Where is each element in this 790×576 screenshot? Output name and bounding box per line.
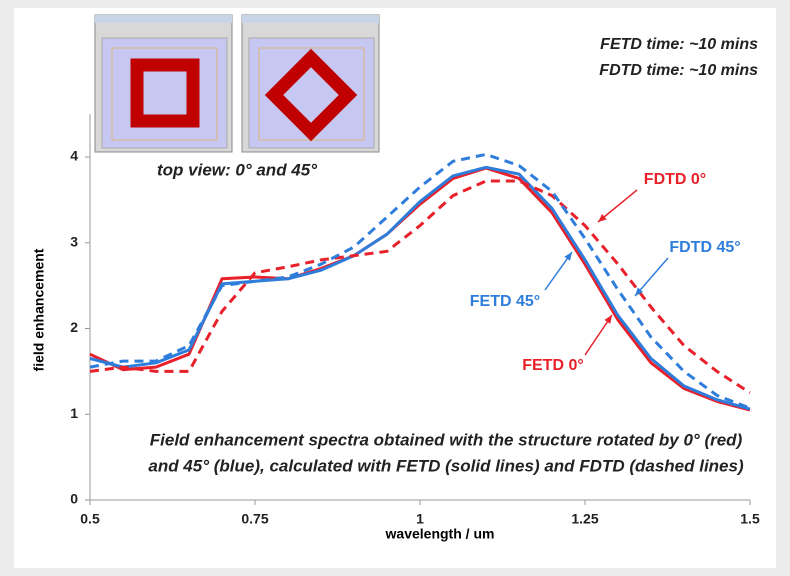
series-label: FDTD 45° [669,239,740,256]
y-tick-label: 2 [70,319,78,335]
thumbnail-45 [242,15,379,152]
y-tick-label: 3 [70,233,78,249]
x-tick-label: 0.5 [80,511,100,527]
page: {"chart_data": {"type": "line", "x_label… [0,0,790,576]
series-label: FETD 0° [522,357,584,374]
x-tick-label: 1.25 [571,511,598,527]
chart: wavelength / um field enhancement 0 1 2 3 4 0… [0,0,790,576]
y-axis-label: field enhancement [31,248,47,371]
thumbnail-0 [95,15,232,152]
annotation: and 45° (blue), calculated with FETD (so… [148,456,744,475]
x-tick-label: 1 [416,511,424,527]
x-axis-label: wavelength / um [385,526,495,542]
y-tick-label: 4 [70,148,78,164]
y-tick-label: 0 [70,491,78,507]
series-label: FDTD 0° [644,171,706,188]
x-tick-label: 1.5 [740,511,760,527]
y-tick-label: 1 [70,405,78,421]
annotation: FDTD time: ~10 mins [599,62,758,79]
annotation: Field enhancement spectra obtained with … [150,430,743,449]
series-label: FETD 45° [470,293,540,310]
annotation: top view: 0° and 45° [157,160,317,179]
annotation: FETD time: ~10 mins [600,36,758,53]
x-tick-label: 0.75 [241,511,268,527]
